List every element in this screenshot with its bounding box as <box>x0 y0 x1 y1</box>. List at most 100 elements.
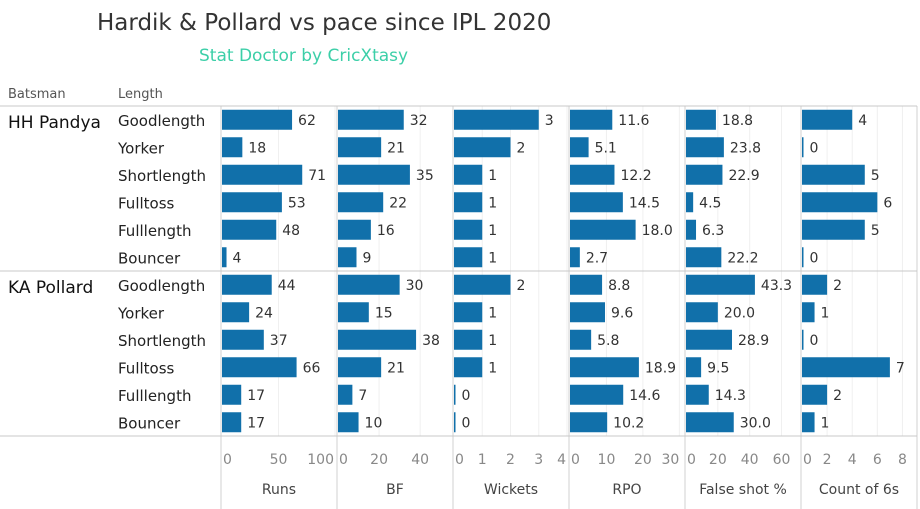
bar <box>802 384 828 405</box>
bar-value-label: 22 <box>389 195 407 211</box>
bar <box>338 302 369 323</box>
bar-value-label: 5.1 <box>595 140 617 156</box>
bar <box>222 329 264 350</box>
axis-tick-label: 3 <box>534 452 543 468</box>
bar <box>802 329 804 350</box>
bar <box>686 384 709 405</box>
bar <box>686 357 702 378</box>
bar <box>454 412 456 433</box>
axis-tick-label: 30 <box>662 452 680 468</box>
bar-value-label: 35 <box>416 168 434 184</box>
axis-tick-label: 0 <box>687 452 696 468</box>
bar <box>802 164 865 185</box>
bar-value-label: 6.3 <box>702 223 724 239</box>
bar-value-label: 1 <box>488 305 497 321</box>
bar-value-label: 6 <box>883 195 892 211</box>
measure-label: Count of 6s <box>819 482 899 498</box>
bar-value-label: 62 <box>298 113 316 129</box>
length-label: Goodlength <box>118 112 205 130</box>
axis-tick-label: 60 <box>773 452 791 468</box>
bar <box>802 274 828 295</box>
bar-value-label: 5 <box>871 223 880 239</box>
axis-tick-label: 2 <box>506 452 515 468</box>
bar <box>802 247 804 268</box>
length-label: Fulllength <box>118 387 191 405</box>
bar <box>222 137 243 158</box>
bar-value-label: 16 <box>377 223 395 239</box>
bar-value-label: 66 <box>303 360 321 376</box>
bar <box>802 412 815 433</box>
measure-label: Wickets <box>484 482 538 498</box>
bar <box>570 302 605 323</box>
bar-value-label: 15 <box>375 305 393 321</box>
bar-value-label: 18.8 <box>722 113 753 129</box>
axis-tick-label: 20 <box>634 452 652 468</box>
axis-tick-label: 0 <box>223 452 232 468</box>
axis-tick-label: 0 <box>339 452 348 468</box>
bar-value-label: 24 <box>255 305 273 321</box>
bar <box>222 164 303 185</box>
bar <box>570 384 624 405</box>
length-label: Yorker <box>117 304 165 322</box>
bar-value-label: 14.5 <box>629 195 660 211</box>
bar-value-label: 2 <box>833 278 842 294</box>
bar-value-label: 30 <box>406 278 424 294</box>
bar-value-label: 22.9 <box>728 168 759 184</box>
length-label: Fulllength <box>118 222 191 240</box>
bar <box>686 109 716 130</box>
bar <box>570 137 589 158</box>
bar <box>454 274 511 295</box>
bar <box>222 384 242 405</box>
axis-tick-label: 50 <box>270 452 288 468</box>
bar <box>686 192 694 213</box>
length-label: Yorker <box>117 139 165 157</box>
bar <box>338 247 357 268</box>
bar-value-label: 9.5 <box>707 360 729 376</box>
bar-value-label: 43.3 <box>761 278 792 294</box>
bar-value-label: 53 <box>288 195 306 211</box>
bar-value-label: 0 <box>810 140 819 156</box>
length-header: Length <box>118 87 163 102</box>
length-label: Goodlength <box>118 277 205 295</box>
bar-value-label: 1 <box>821 415 830 431</box>
batsman-label: HH Pandya <box>8 113 101 133</box>
bar-value-label: 9.6 <box>611 305 633 321</box>
bar-value-label: 48 <box>282 223 300 239</box>
bar-value-label: 2 <box>517 140 526 156</box>
bar-value-label: 3 <box>545 113 554 129</box>
bar-value-label: 5.8 <box>597 333 619 349</box>
bar-value-label: 1 <box>488 168 497 184</box>
bar <box>570 164 615 185</box>
axis-tick-label: 40 <box>411 452 429 468</box>
axis-tick-label: 10 <box>598 452 616 468</box>
bar <box>222 109 293 130</box>
bar <box>686 219 697 240</box>
bar <box>454 137 511 158</box>
bar-value-label: 21 <box>387 140 405 156</box>
bar <box>454 164 483 185</box>
bar <box>802 192 878 213</box>
bar <box>454 192 483 213</box>
bar-value-label: 38 <box>422 333 440 349</box>
batsman-header: Batsman <box>8 87 66 102</box>
bar-value-label: 2 <box>517 278 526 294</box>
bar <box>454 357 483 378</box>
bar <box>338 384 353 405</box>
bar-value-label: 10 <box>365 415 383 431</box>
bar <box>802 219 865 240</box>
bar <box>802 137 804 158</box>
bar <box>338 357 382 378</box>
bar <box>222 192 282 213</box>
bar-value-label: 2 <box>833 388 842 404</box>
measure-label: BF <box>386 482 404 498</box>
length-label: Fulltoss <box>118 359 175 377</box>
axis-tick-label: 20 <box>370 452 388 468</box>
bar <box>222 302 250 323</box>
bar-value-label: 0 <box>462 388 471 404</box>
chart-subtitle: Stat Doctor by CricXtasy <box>199 46 409 66</box>
bar-value-label: 22.2 <box>727 250 758 266</box>
bar <box>570 247 580 268</box>
bar-value-label: 0 <box>810 250 819 266</box>
bar <box>454 384 456 405</box>
